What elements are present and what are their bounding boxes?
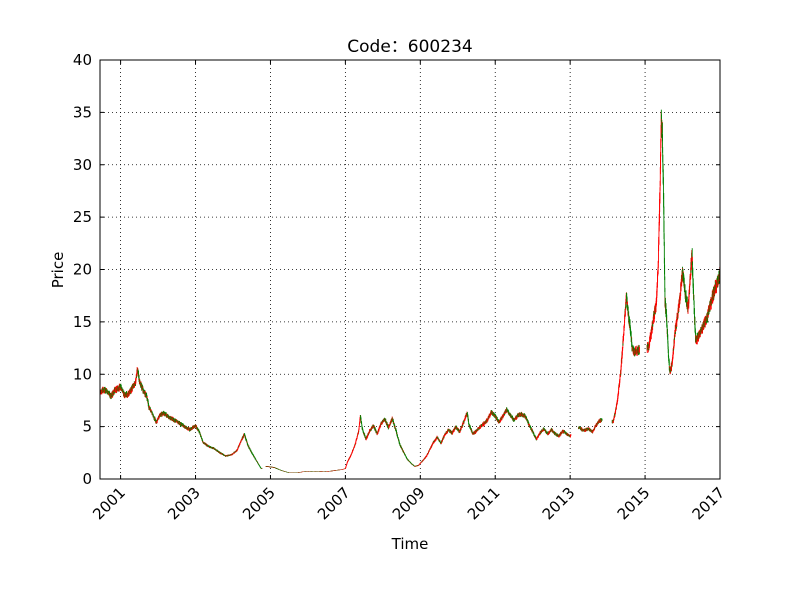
- y-tick-label: 5: [82, 418, 92, 436]
- x-tick-label: 2007: [314, 484, 354, 524]
- y-tick-label: 25: [73, 208, 92, 226]
- y-tick-label: 30: [73, 156, 92, 174]
- x-tick-label: 2011: [464, 484, 504, 524]
- x-tick-label: 2017: [689, 484, 729, 524]
- x-axis-label: Time: [391, 535, 429, 553]
- y-tick-label: 15: [73, 313, 92, 331]
- y-tick-label: 40: [73, 51, 92, 69]
- x-tick-label: 2005: [239, 484, 279, 524]
- x-tick-label: 2009: [389, 484, 429, 524]
- x-tick-label: 2015: [614, 484, 654, 524]
- x-tick-label: 2003: [164, 484, 204, 524]
- x-tick-label: 2013: [539, 484, 579, 524]
- x-tick-label: 2001: [89, 484, 129, 524]
- candle-layer: [99, 109, 721, 473]
- y-tick-label: 0: [82, 470, 92, 488]
- y-tick-label: 10: [73, 365, 92, 383]
- y-axis-label: Price: [49, 252, 67, 289]
- y-tick-label: 20: [73, 261, 92, 279]
- y-tick-label: 35: [73, 103, 92, 121]
- chart-title: Code：600234: [347, 37, 472, 57]
- grid-layer: [100, 60, 720, 479]
- tick-layer: 0 5 10 15 20 25 30 35 40 2001 2003 2005 2007 2009 2011…: [73, 51, 728, 523]
